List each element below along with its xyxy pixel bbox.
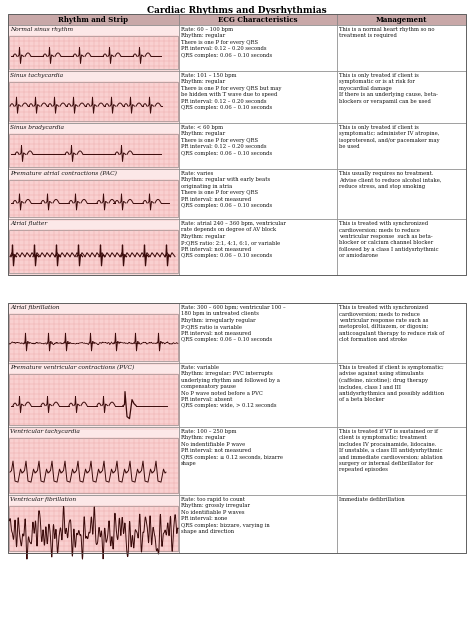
Text: Cardiac Rhythms and Dysrhythmias: Cardiac Rhythms and Dysrhythmias	[147, 6, 327, 15]
Text: Rate: variable
Rhythm: irregular; PVC interrupts
underlying rhythm and followed : Rate: variable Rhythm: irregular; PVC in…	[181, 365, 280, 408]
Text: Ventricular tachycardia: Ventricular tachycardia	[10, 429, 80, 434]
Bar	[9, 506, 178, 551]
Text: Atrial fibrillation: Atrial fibrillation	[10, 305, 60, 310]
Bar	[8, 219, 179, 275]
Text: Immediate defibrillation: Immediate defibrillation	[339, 497, 405, 502]
Bar	[337, 169, 466, 219]
Text: Rate: < 60 bpm
Rhythm: regular
There is one P for every QRS
PR interval: 0.12 – : Rate: < 60 bpm Rhythm: regular There is …	[181, 125, 272, 156]
Bar	[9, 82, 178, 121]
Bar	[179, 123, 337, 169]
Text: Management: Management	[376, 16, 427, 23]
Text: This usually requires no treatment.
Advise client to reduce alcohol intake,
redu: This usually requires no treatment. Advi…	[339, 171, 441, 189]
Bar	[8, 303, 179, 363]
Bar	[337, 303, 466, 363]
Bar	[8, 14, 179, 25]
Bar	[9, 230, 178, 273]
Text: Premature atrial contractions (PAC): Premature atrial contractions (PAC)	[10, 171, 117, 176]
Bar	[179, 495, 337, 553]
Bar	[337, 123, 466, 169]
Bar	[9, 374, 178, 425]
Bar	[179, 303, 337, 363]
Bar	[337, 495, 466, 553]
Text: Ventricular fibrillation: Ventricular fibrillation	[10, 497, 76, 502]
Bar	[8, 123, 179, 169]
Bar	[8, 169, 179, 219]
Text: Sinus bradycardia: Sinus bradycardia	[10, 125, 64, 130]
Bar	[8, 303, 466, 553]
Text: This is treated with synchronized
cardioversion; meds to reduce
ventricular resp: This is treated with synchronized cardio…	[339, 305, 444, 342]
Text: Rate: atrial 240 – 360 bpm, ventricular
rate depends on degree of AV block
Rhyth: Rate: atrial 240 – 360 bpm, ventricular …	[181, 221, 286, 258]
Text: Rate: too rapid to count
Rhythm: grossly irregular
No identifiable P waves
PR in: Rate: too rapid to count Rhythm: grossly…	[181, 497, 270, 534]
Bar	[179, 363, 337, 427]
Text: This is only treated if client is
symptomatic or is at risk for
myocardial damag: This is only treated if client is sympto…	[339, 73, 438, 103]
Bar	[179, 71, 337, 123]
Bar	[9, 314, 178, 361]
Text: This is treated if VT is sustained or if
client is symptomatic; treatment
includ: This is treated if VT is sustained or if…	[339, 429, 443, 473]
Bar	[179, 169, 337, 219]
Bar	[8, 427, 179, 495]
Bar	[337, 14, 466, 25]
Text: Normal sinus rhythm: Normal sinus rhythm	[10, 27, 73, 32]
Bar	[179, 219, 337, 275]
Bar	[337, 71, 466, 123]
Bar	[337, 427, 466, 495]
Bar	[8, 25, 179, 71]
Bar	[179, 14, 337, 25]
Bar	[337, 25, 466, 71]
Bar	[9, 134, 178, 167]
Text: Premature ventricular contractions (PVC): Premature ventricular contractions (PVC)	[10, 365, 134, 370]
Bar	[8, 14, 466, 275]
Text: Atrial flutter: Atrial flutter	[10, 221, 47, 226]
Bar	[9, 36, 178, 69]
Text: Rate: varies
Rhythm: regular with early beats
originating in atria
There is one : Rate: varies Rhythm: regular with early …	[181, 171, 272, 208]
Bar	[179, 427, 337, 495]
Bar	[337, 219, 466, 275]
Text: Rhythm and Strip: Rhythm and Strip	[58, 16, 128, 23]
Bar	[8, 71, 179, 123]
Text: Rate: 100 – 250 bpm
Rhythm: regular
No indentifiable P wave
PR interval: not mea: Rate: 100 – 250 bpm Rhythm: regular No i…	[181, 429, 283, 466]
Text: Sinus tachycardia: Sinus tachycardia	[10, 73, 63, 78]
Bar	[8, 495, 179, 553]
Text: ECG Characteristics: ECG Characteristics	[218, 16, 298, 23]
Text: Rate: 101 – 150 bpm
Rhythm: regular
There is one P for every QRS but may
be hidd: Rate: 101 – 150 bpm Rhythm: regular Ther…	[181, 73, 282, 110]
Text: This is a normal heart rhythm so no
treatment is required: This is a normal heart rhythm so no trea…	[339, 27, 435, 38]
Text: This is treated with synchronized
cardioversion; meds to reduce
ventricular resp: This is treated with synchronized cardio…	[339, 221, 438, 258]
Bar	[9, 438, 178, 493]
Text: This is only treated if client is
symptomatic; administer IV atropine,
isoproter: This is only treated if client is sympto…	[339, 125, 439, 149]
Text: Rate: 60 – 100 bpm
Rhythm: regular
There is one P for every QRS
PR interval: 0.1: Rate: 60 – 100 bpm Rhythm: regular There…	[181, 27, 272, 57]
Text: Rate: 300 – 600 bpm; ventricular 100 –
180 bpm in untreated clients
Rhythm: irre: Rate: 300 – 600 bpm; ventricular 100 – 1…	[181, 305, 286, 342]
Bar	[9, 180, 178, 217]
Text: This is treated if client is symptomatic;
advise against using stimulants
(caffe: This is treated if client is symptomatic…	[339, 365, 444, 403]
Bar	[179, 25, 337, 71]
Bar	[8, 363, 179, 427]
Bar	[337, 363, 466, 427]
